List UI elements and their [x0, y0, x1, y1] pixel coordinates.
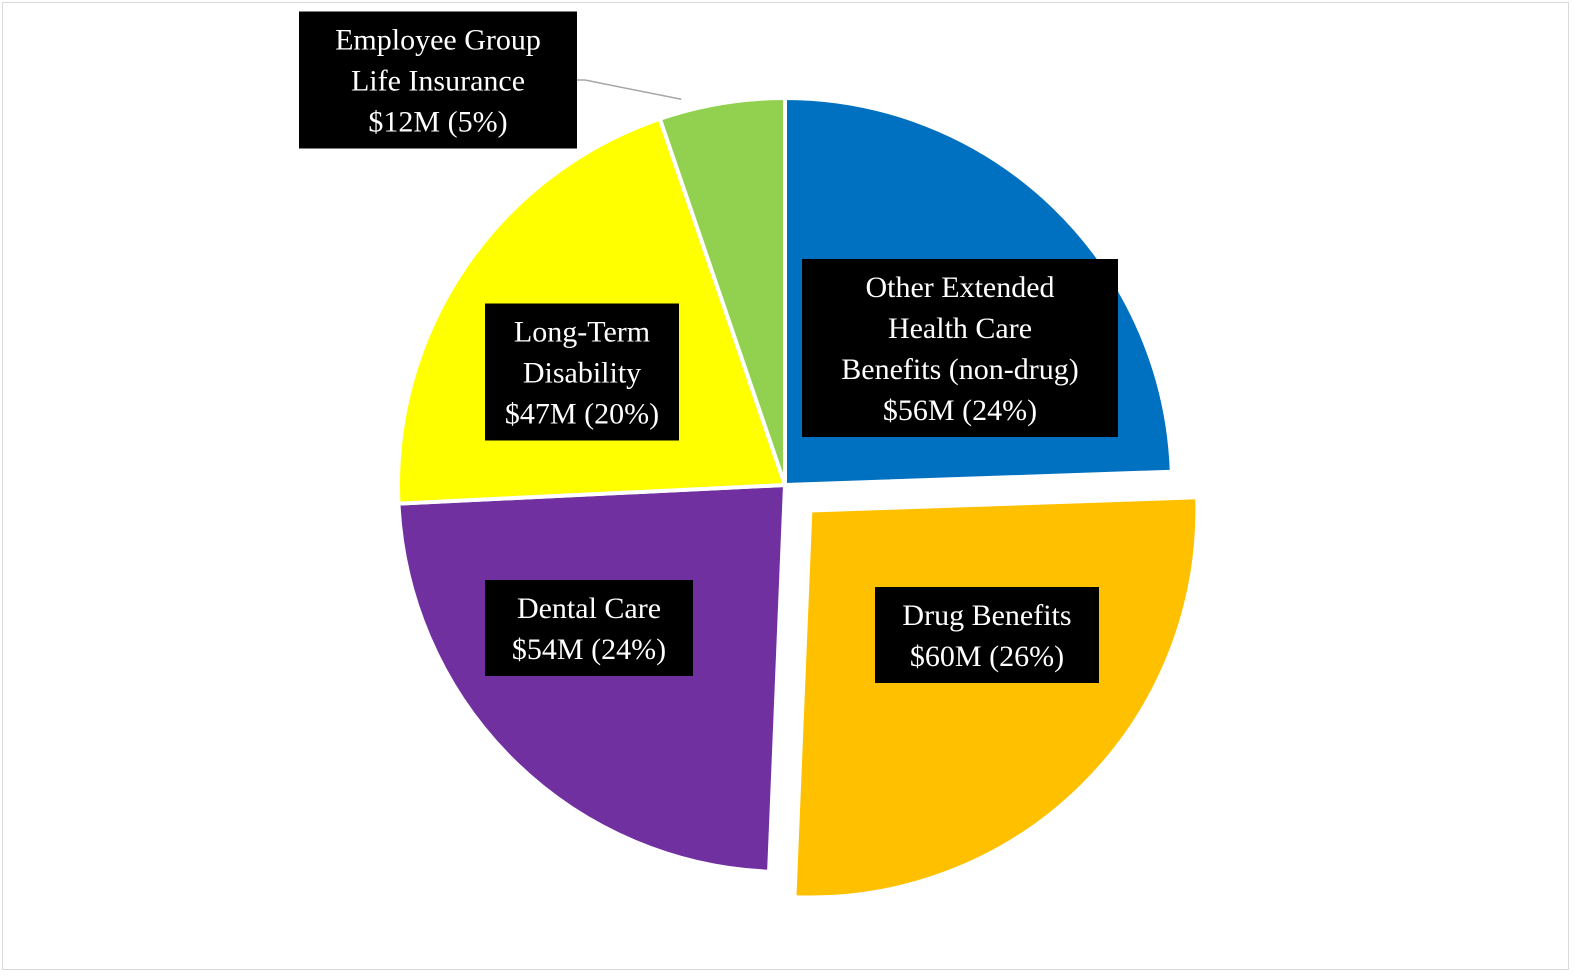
pie-slice-employee-group-life-insurance — [657, 96, 787, 487]
data-label-drug-benefits: Drug Benefits $60M (26%) — [875, 587, 1099, 683]
data-label-text: Life Insurance — [351, 65, 525, 98]
data-label-text: Long-Term — [514, 316, 650, 349]
data-label-employee-group-life-insurance: Employee Group Life Insurance $12M (5%) — [299, 11, 577, 149]
data-label-text: $54M (24%) — [512, 633, 666, 666]
data-labels: Other Extended Health Care Benefits (non-d… — [299, 11, 1118, 683]
leader-lines — [577, 79, 682, 100]
data-label-text: $60M (26%) — [910, 640, 1064, 673]
data-label-text: Disability — [523, 357, 641, 390]
data-label-text: $47M (20%) — [505, 398, 659, 431]
data-label-box — [485, 303, 679, 441]
data-label-box — [802, 259, 1118, 437]
pie-slice-dental-care — [396, 483, 787, 874]
data-label-box — [299, 11, 577, 149]
data-label-text: $56M (24%) — [883, 394, 1037, 427]
data-label-long-term-disability: Long-Term Disability $47M (20%) — [485, 303, 679, 441]
data-label-text: Drug Benefits — [902, 599, 1071, 632]
data-label-text: Other Extended — [865, 271, 1054, 304]
pie-slices — [396, 96, 1200, 900]
data-label-text: Benefits (non-drug) — [841, 353, 1078, 386]
data-label-other-extended-health-care-benefits-non-drug: Other Extended Health Care Benefits (non-d… — [802, 259, 1118, 437]
data-label-box — [485, 580, 693, 676]
data-label-dental-care: Dental Care $54M (24%) — [485, 580, 693, 676]
data-label-text: $12M (5%) — [368, 106, 507, 139]
data-label-box — [875, 587, 1099, 683]
leader-line-employee-group-life-insurance — [577, 79, 682, 100]
pie-slice-drug-benefits — [792, 495, 1200, 900]
data-label-text: Health Care — [888, 312, 1032, 345]
data-label-text: Dental Care — [517, 592, 661, 625]
data-label-text: Employee Group — [335, 24, 541, 57]
